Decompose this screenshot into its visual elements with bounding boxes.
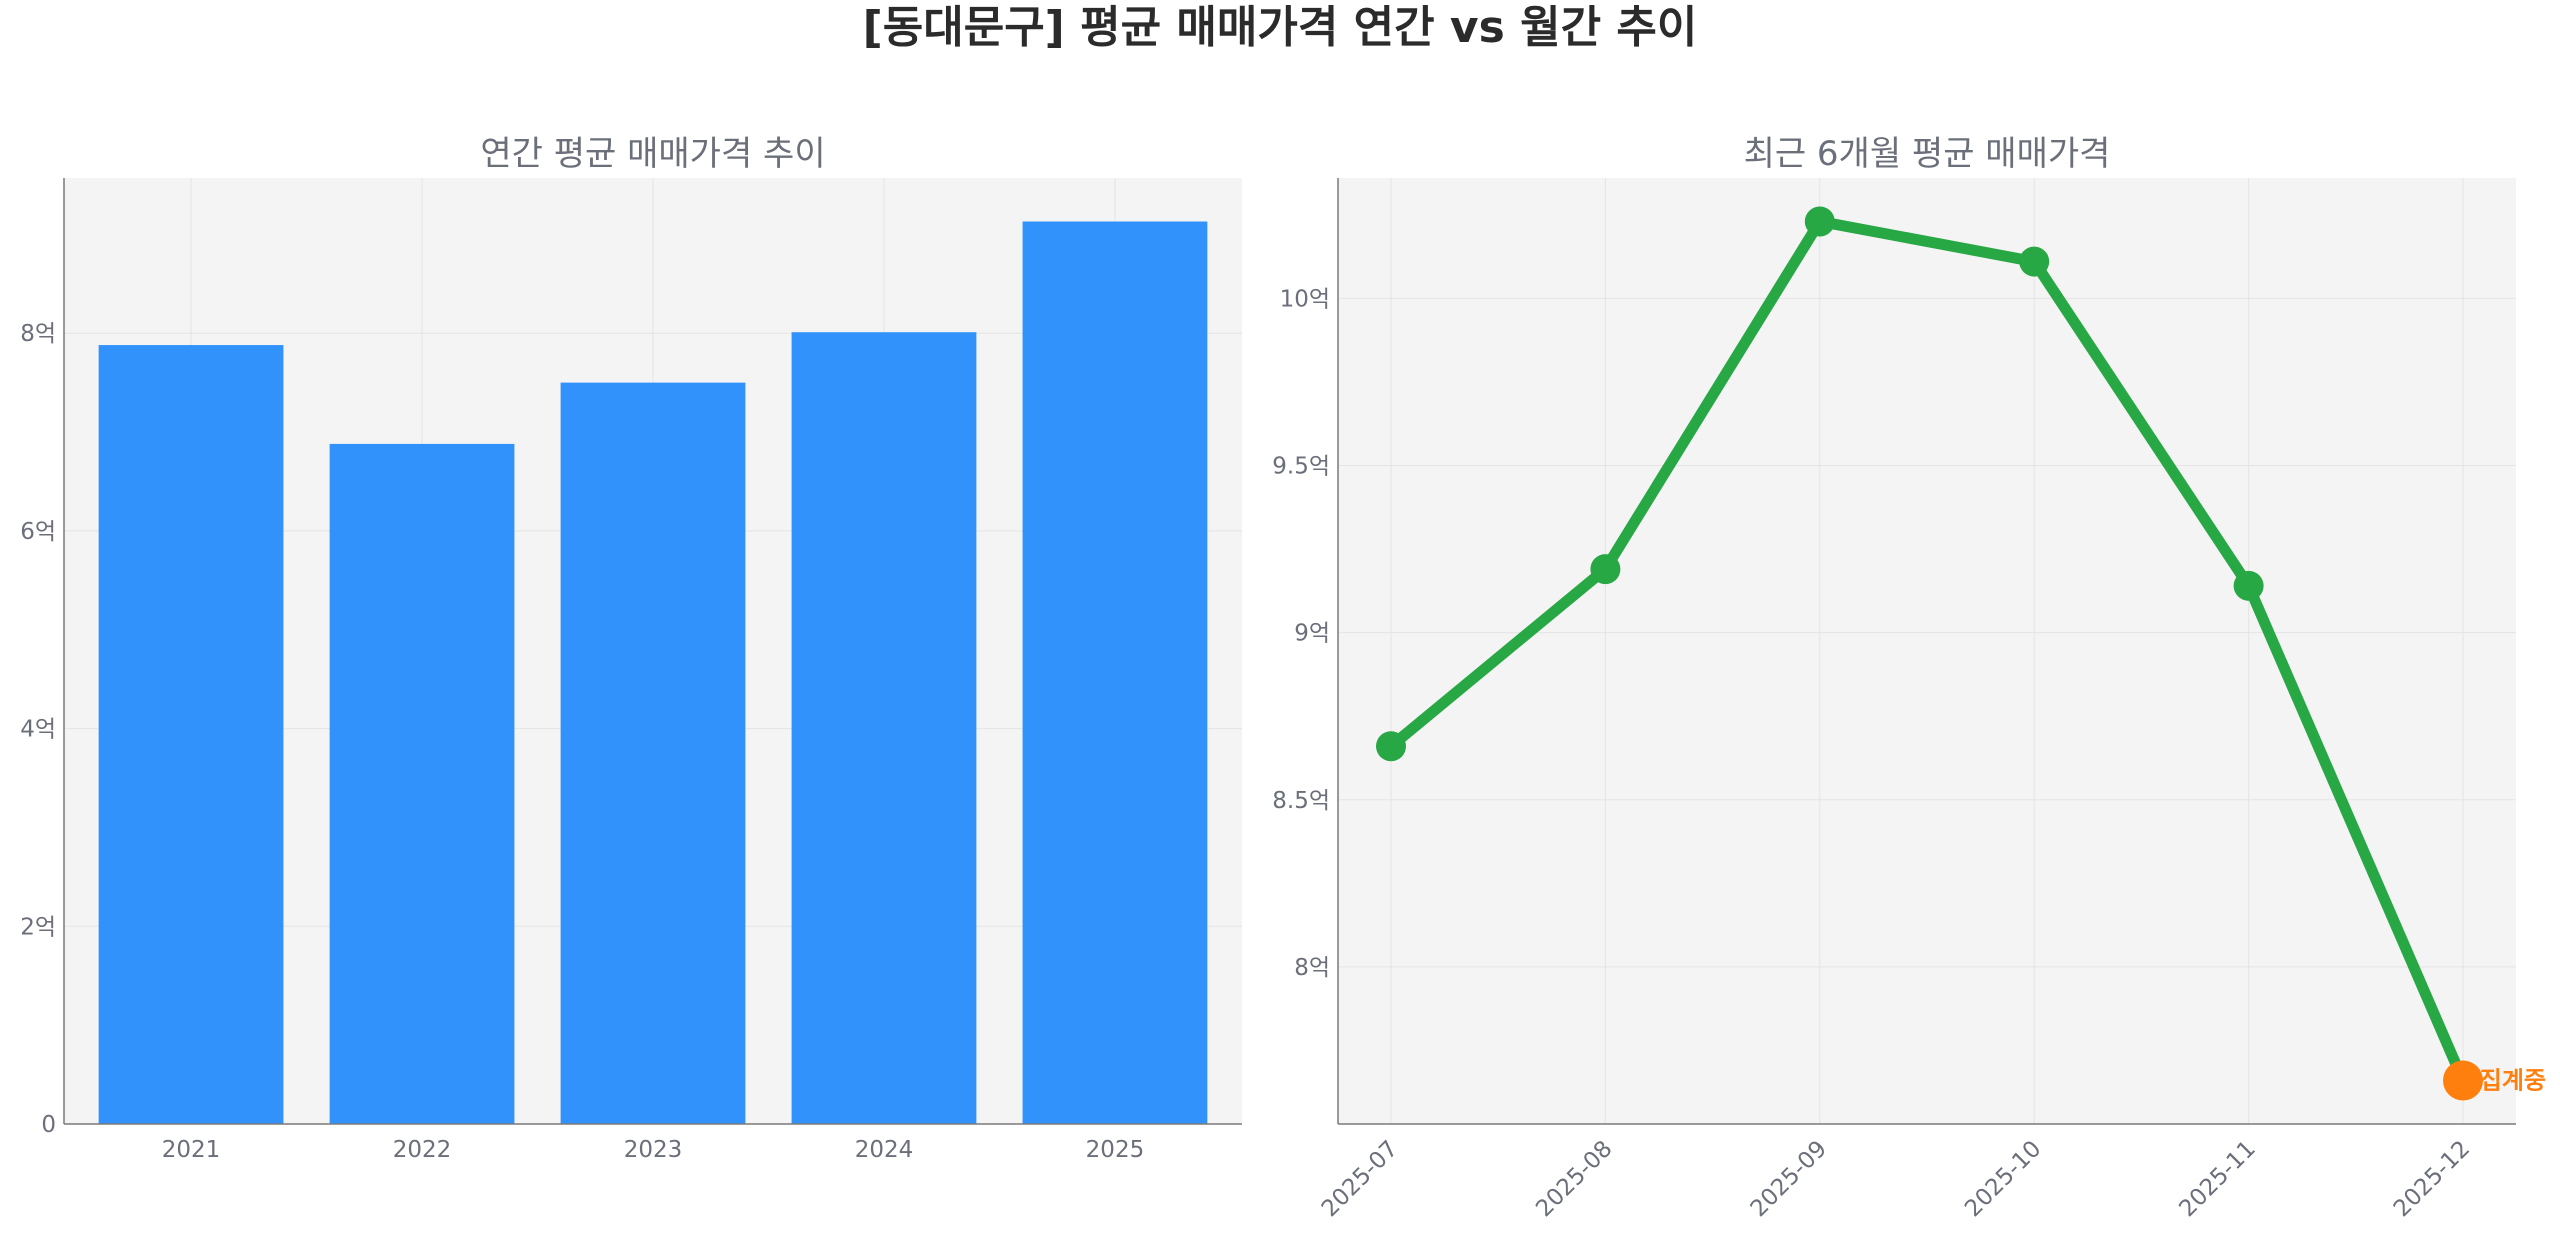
annual-bar-chart: 0 2억 4억 6억 8억 2021 2022 2023 2024 2025 연간 평균 매매가격 … xyxy=(20,134,1242,1163)
y-tick-label: 4억 xyxy=(20,717,56,743)
point-2025-07 xyxy=(1376,731,1406,762)
bar-2022 xyxy=(329,443,515,1124)
bar-2023 xyxy=(560,382,746,1124)
y-tick-label: 0 xyxy=(41,1112,56,1138)
y-tick-label: 9.5억 xyxy=(1272,453,1330,479)
point-2025-11 xyxy=(2233,570,2264,601)
x-tick-label: 2025-09 xyxy=(1746,1136,1832,1222)
point-2025-09 xyxy=(1804,206,1835,237)
monthly-line-chart: 8억 8.5억 9억 9.5억 10억 2025-07 2025-08 2025-09 2025… xyxy=(1272,134,2546,1222)
x-tick-label: 2023 xyxy=(624,1137,683,1163)
figure-title: [동대문구] 평균 매매가격 연간 vs 월간 추이 xyxy=(863,2,1698,53)
monthly-chart-title: 최근 6개월 평균 매매가격 xyxy=(1744,134,2111,174)
bar-2025 xyxy=(1022,221,1208,1124)
x-tick-label: 2022 xyxy=(393,1137,452,1163)
y-tick-label: 8억 xyxy=(20,321,56,347)
x-tick-label: 2025-08 xyxy=(1531,1136,1617,1222)
point-2025-10 xyxy=(2019,246,2050,277)
x-tick-label: 2025-12 xyxy=(2389,1136,2475,1222)
plot-area xyxy=(1338,178,2516,1124)
y-tick-label: 10억 xyxy=(1280,286,1330,312)
x-tick-label: 2024 xyxy=(855,1137,914,1163)
highlight-point xyxy=(2443,1060,2483,1101)
y-tick-label: 9억 xyxy=(1294,621,1330,647)
x-tick-label: 2025 xyxy=(1086,1137,1145,1163)
in-progress-annotation: 집계중 xyxy=(2480,1067,2546,1095)
y-tick-label: 8억 xyxy=(1294,955,1330,981)
x-tick-label: 2025-07 xyxy=(1317,1136,1403,1222)
bar-2024 xyxy=(791,332,977,1124)
y-tick-label: 2억 xyxy=(20,914,56,940)
point-2025-08 xyxy=(1590,554,1621,585)
x-tick-label: 2021 xyxy=(162,1137,221,1163)
x-tick-label: 2025-10 xyxy=(1960,1136,2046,1222)
x-tick-label: 2025-11 xyxy=(2174,1136,2260,1222)
y-tick-label: 6억 xyxy=(20,519,56,545)
bar-2021 xyxy=(98,345,284,1124)
series-line xyxy=(1385,215,2469,1087)
y-tick-label: 8.5억 xyxy=(1272,788,1330,814)
annual-chart-title: 연간 평균 매매가격 추이 xyxy=(480,134,825,174)
